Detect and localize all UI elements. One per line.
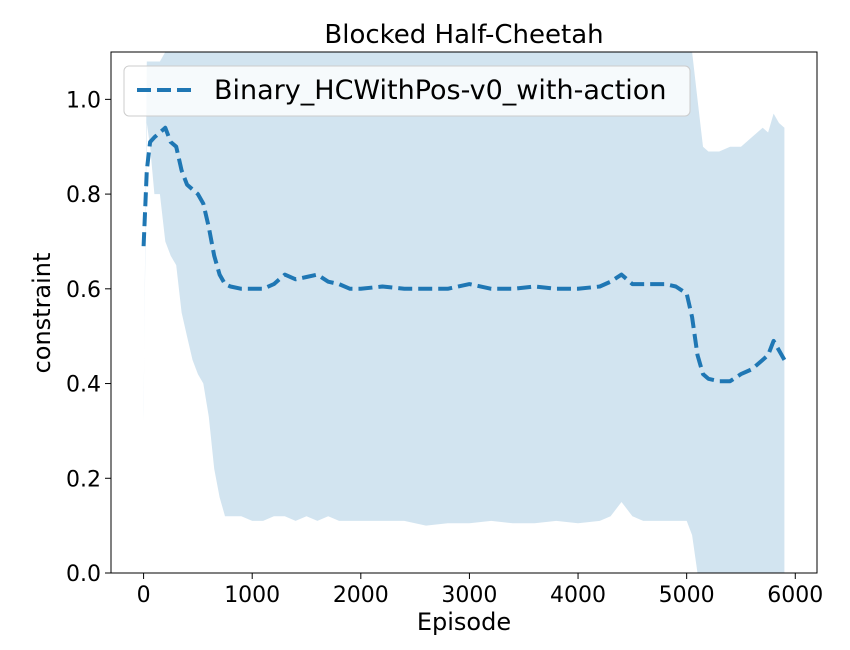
x-tick-label: 2000 — [333, 583, 389, 608]
x-tick-label: 4000 — [550, 583, 606, 608]
x-axis-label: Episode — [417, 608, 511, 636]
y-tick-label: 0.2 — [66, 467, 101, 492]
y-axis-ticks: 0.0 0.2 0.4 0.6 0.8 1.0 — [66, 88, 111, 587]
y-tick-label: 0.0 — [66, 562, 101, 587]
confidence-band — [143, 52, 785, 573]
legend-label: Binary_HCWithPos-v0_with-action — [214, 75, 666, 106]
x-tick-label: 3000 — [441, 583, 497, 608]
chart-title: Blocked Half-Cheetah — [324, 20, 603, 50]
plot-area — [141, 52, 787, 573]
y-tick-label: 0.4 — [66, 373, 101, 398]
y-tick-label: 0.6 — [66, 278, 101, 303]
y-tick-label: 1.0 — [66, 88, 101, 113]
x-tick-label: 0 — [137, 583, 151, 608]
legend[interactable]: Binary_HCWithPos-v0_with-action — [123, 65, 691, 117]
plot-frame — [110, 51, 818, 574]
y-axis-label: constraint — [28, 253, 56, 374]
y-tick-label: 0.8 — [66, 183, 101, 208]
x-tick-label: 1000 — [224, 583, 280, 608]
x-tick-label: 5000 — [659, 583, 715, 608]
x-axis-ticks: 0 1000 2000 3000 4000 5000 6000 — [137, 573, 823, 608]
x-tick-label: 6000 — [767, 583, 823, 608]
legend-box — [123, 65, 691, 117]
